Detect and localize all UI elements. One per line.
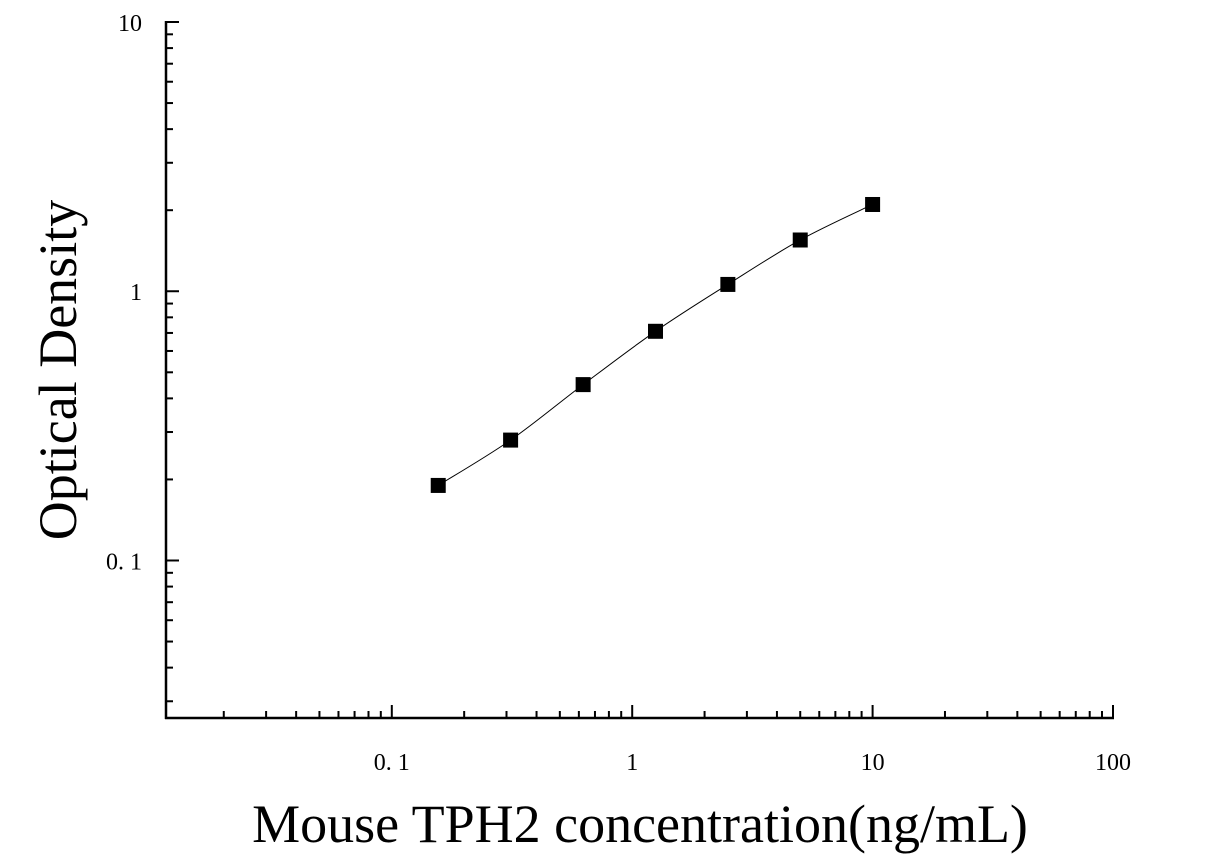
data-point: [575, 377, 591, 393]
data-point: [430, 477, 446, 493]
y-axis: 0. 1 1 10: [106, 11, 179, 719]
x-axis-title: Mouse TPH2 concentration(ng/mL): [252, 794, 1028, 854]
data-point: [503, 432, 519, 448]
y-tick-label: 0. 1: [106, 549, 142, 575]
x-axis: 0. 1 1 10 100: [165, 705, 1131, 776]
data-point: [792, 232, 808, 248]
y-axis-title: Optical Density: [28, 200, 88, 540]
x-tick-label: 0. 1: [374, 750, 410, 776]
data-points: [430, 196, 881, 493]
y-tick-label: 1: [130, 280, 142, 306]
data-point: [648, 323, 664, 339]
data-point: [720, 276, 736, 292]
x-tick-label: 10: [861, 750, 885, 776]
x-tick-label: 100: [1095, 750, 1131, 776]
x-tick-label: 1: [626, 750, 638, 776]
data-point: [865, 196, 881, 212]
y-tick-label: 10: [118, 11, 142, 37]
